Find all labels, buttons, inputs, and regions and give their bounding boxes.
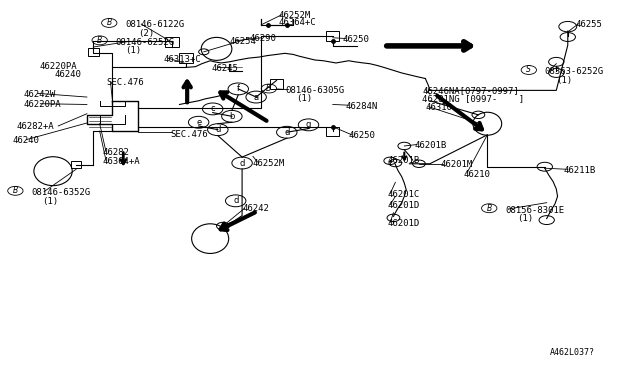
Text: SEC.476: SEC.476 (106, 78, 144, 87)
Text: c: c (211, 105, 215, 113)
Text: 46282+A: 46282+A (17, 122, 54, 131)
Text: 08363-6252G: 08363-6252G (545, 67, 604, 76)
Text: 46254: 46254 (229, 37, 256, 46)
Text: 46201D: 46201D (387, 201, 419, 210)
Text: a: a (253, 93, 259, 102)
Bar (88, 48, 99, 56)
Text: 46281NG [0997-    ]: 46281NG [0997- ] (422, 94, 524, 103)
Text: B: B (266, 84, 271, 93)
Text: 46201C: 46201C (387, 190, 419, 199)
Text: 46210: 46210 (464, 170, 491, 179)
Text: 08146-6252G: 08146-6252G (116, 38, 175, 47)
Text: 08146-6352G: 08146-6352G (31, 188, 90, 197)
Bar (326, 126, 339, 136)
Text: (1): (1) (42, 197, 58, 206)
Text: 46250: 46250 (349, 131, 376, 141)
Text: B: B (486, 204, 492, 213)
Text: b: b (229, 112, 234, 121)
Bar (270, 80, 283, 89)
Bar (179, 53, 193, 63)
Text: g: g (306, 121, 311, 129)
Text: 46364+C: 46364+C (278, 19, 316, 28)
Text: d: d (239, 158, 244, 167)
Text: 46282: 46282 (103, 148, 130, 157)
Text: (1): (1) (125, 46, 141, 55)
Text: 46201M: 46201M (440, 160, 472, 169)
Text: 46201B: 46201B (415, 141, 447, 150)
Text: A462L037?: A462L037? (550, 347, 595, 356)
Text: d: d (215, 125, 221, 134)
Text: d: d (284, 128, 289, 137)
Text: 46201B: 46201B (387, 156, 419, 165)
Text: S: S (526, 65, 531, 74)
Text: SEC.476: SEC.476 (170, 129, 207, 139)
Bar (165, 37, 179, 47)
Text: (1): (1) (556, 76, 572, 85)
Text: 46242: 46242 (242, 205, 269, 214)
Text: 46313+C: 46313+C (164, 55, 201, 64)
Text: 46220PA: 46220PA (39, 62, 77, 71)
Text: 46201D: 46201D (387, 219, 419, 228)
Text: 46364+A: 46364+A (103, 157, 141, 166)
Text: d: d (233, 196, 238, 205)
Text: 46246NA[0797-0997]: 46246NA[0797-0997] (422, 86, 519, 95)
Text: 08156-8301E: 08156-8301E (505, 206, 564, 215)
Text: 46242W: 46242W (23, 90, 55, 99)
Text: B: B (13, 186, 18, 195)
Text: 46290: 46290 (250, 34, 276, 43)
Text: 46220PA: 46220PA (23, 100, 61, 109)
Bar (71, 161, 81, 168)
Text: 46240: 46240 (12, 136, 39, 145)
Text: 46245: 46245 (211, 64, 238, 73)
Text: 46255: 46255 (575, 20, 602, 29)
Text: 46252M: 46252M (253, 158, 285, 167)
Bar (326, 31, 339, 41)
Text: e: e (196, 118, 202, 127)
Text: (1): (1) (516, 214, 533, 223)
Text: 08146-6122G: 08146-6122G (125, 20, 184, 29)
Text: 08146-6305G: 08146-6305G (285, 86, 344, 95)
Text: 46240: 46240 (55, 70, 82, 79)
Text: B: B (97, 36, 102, 45)
Text: (2): (2) (138, 29, 154, 38)
Text: 46310: 46310 (426, 103, 452, 112)
Text: B: B (107, 19, 112, 28)
Text: 46284N: 46284N (346, 102, 378, 111)
Text: f: f (237, 84, 240, 93)
Text: 46250: 46250 (342, 35, 369, 44)
Text: 46252M: 46252M (278, 11, 311, 20)
Text: 46211B: 46211B (564, 166, 596, 175)
Text: (1): (1) (296, 94, 312, 103)
